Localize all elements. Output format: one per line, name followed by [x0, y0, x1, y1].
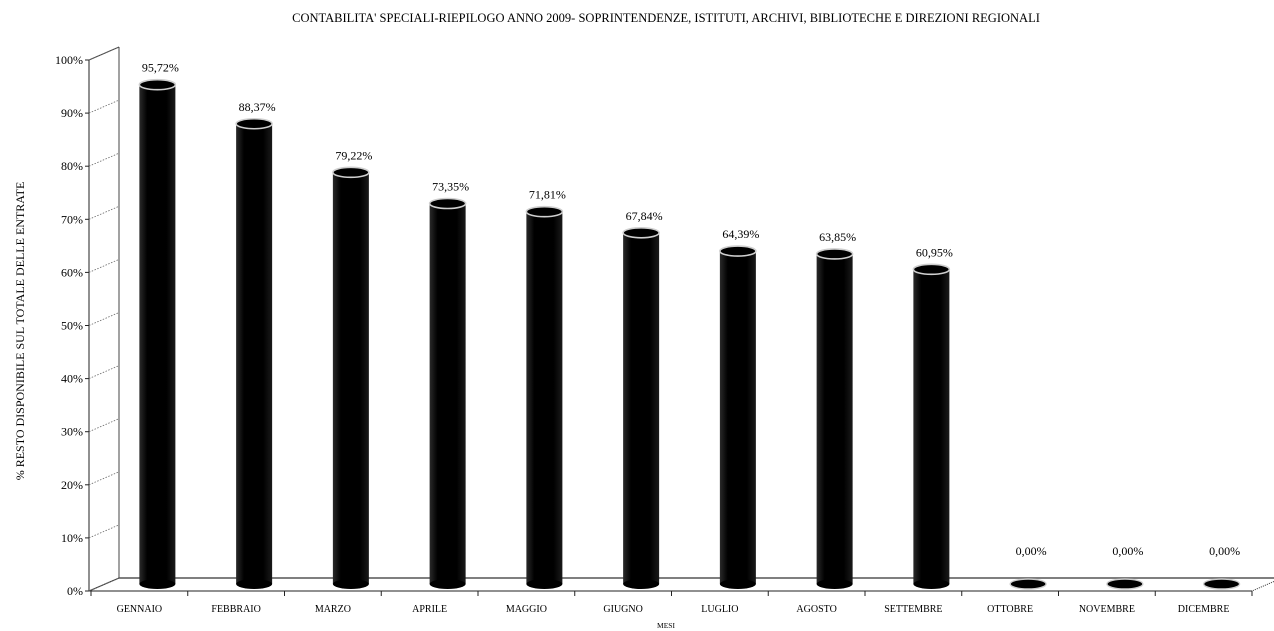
bar: [912, 263, 951, 589]
bars: 95,72% 88,37% 79,22% 73,35% 71,81% 67,84% 64,3…: [138, 61, 1241, 590]
x-tick-label: MARZO: [315, 604, 351, 615]
bar-body: [623, 232, 660, 585]
data-label: 64,39%: [722, 227, 759, 241]
bar: [719, 245, 757, 589]
bar-top: [138, 78, 177, 91]
y-depth-line: [88, 46, 120, 61]
x-tick-label: LUGLIO: [701, 604, 738, 615]
x-tick-label: MAGGIO: [506, 604, 547, 615]
data-label: 95,72%: [142, 61, 179, 75]
bar: [622, 226, 660, 589]
data-label: 79,22%: [335, 148, 372, 162]
y-tick-label: 60%: [61, 265, 83, 279]
bar-base: [332, 579, 369, 589]
y-tick-label: 40%: [61, 372, 83, 386]
bar-top: [332, 166, 370, 179]
bar-base: [913, 579, 950, 589]
y-tick-label: 70%: [61, 212, 83, 226]
bar-top: [815, 248, 854, 260]
y-depth-line: [88, 418, 120, 433]
bar: [1202, 578, 1241, 590]
y-tick-label: 90%: [61, 106, 83, 120]
y-tick-label: 10%: [61, 531, 83, 545]
bar-top: [428, 197, 467, 210]
x-tick-label: APRILE: [412, 604, 447, 615]
y-depth-line: [88, 577, 120, 592]
y-tick-label: 20%: [61, 478, 83, 492]
y-tick-label: 100%: [55, 53, 83, 67]
bar-base: [429, 579, 466, 589]
bar-body: [816, 253, 853, 585]
bar-body: [332, 172, 369, 584]
data-label: 73,35%: [432, 180, 469, 194]
bar: [815, 248, 854, 589]
x-tick-label: SETTEMBRE: [884, 604, 942, 615]
y-depth-line: [88, 205, 120, 220]
data-label: 0,00%: [1209, 544, 1240, 558]
y-depth-line: [88, 524, 120, 539]
bar: [1009, 578, 1047, 590]
x-tick-label: FEBBRAIO: [211, 604, 260, 615]
y-depth-line: [88, 312, 120, 326]
y-depth-line: [88, 471, 120, 486]
bar-top: [719, 245, 757, 257]
bar-body: [429, 203, 466, 584]
bar-base: [719, 579, 756, 589]
y-tick-label: 50%: [61, 319, 83, 333]
y-tick-label: 30%: [61, 425, 83, 439]
data-label: 88,37%: [239, 100, 276, 114]
bar: [1106, 578, 1144, 590]
bar-flat: [1009, 578, 1047, 590]
bar: [332, 166, 370, 589]
data-label: 63,85%: [819, 230, 856, 244]
x-tick-label: GIUGNO: [603, 604, 642, 615]
bar-base: [236, 579, 273, 589]
y-depth-line: [88, 99, 120, 114]
bar-body: [526, 211, 563, 584]
bar-top: [622, 226, 660, 239]
y-depth-line: [88, 365, 120, 379]
data-label: 0,00%: [1016, 544, 1047, 558]
data-label: 71,81%: [529, 188, 566, 202]
x-axis: GENNAIO FEBBRAIO MARZO APRILE MAGGIO GIUGNO LU…: [90, 591, 1253, 615]
bar-flat: [1202, 578, 1241, 590]
x-tick-label: DICEMBRE: [1178, 604, 1230, 615]
bar-top: [525, 205, 564, 218]
data-label: 0,00%: [1112, 544, 1143, 558]
bar-body: [139, 84, 176, 584]
bar-body: [236, 123, 273, 584]
bar-top: [235, 117, 273, 130]
bar-flat: [1106, 578, 1144, 590]
x-tick-label: GENNAIO: [117, 604, 163, 615]
bar-body: [719, 251, 756, 584]
y-tick-label: 80%: [61, 159, 83, 173]
bar-top: [912, 263, 951, 276]
bar-base: [526, 579, 563, 589]
bar: [525, 205, 564, 589]
bar: [235, 117, 273, 589]
data-label: 60,95%: [916, 245, 953, 259]
x-axis-label: MESI: [657, 621, 675, 630]
y-depth-line: [88, 152, 120, 167]
y-depth-line: [88, 259, 120, 273]
y-tick-label: 0%: [67, 584, 83, 598]
y-axis: 0% 10% 20% 30% 40% 50% 60% 70% 80% 90% 100%: [55, 46, 120, 598]
x-tick-label: NOVEMBRE: [1079, 604, 1135, 615]
bar-base: [816, 579, 853, 589]
x-tick-label: AGOSTO: [796, 604, 836, 615]
bar-base: [623, 579, 660, 589]
bar-base: [139, 579, 176, 589]
x-tick-label: OTTOBRE: [987, 604, 1033, 615]
chart-title: CONTABILITA' SPECIALI-RIEPILOGO ANNO 200…: [292, 11, 1040, 25]
y-axis-label: % RESTO DISPONIBILE SUL TOTALE DELLE ENT…: [13, 182, 27, 481]
data-label: 67,84%: [626, 209, 663, 223]
bar: [428, 197, 467, 589]
bar: [138, 78, 177, 589]
bar-body: [913, 269, 950, 584]
